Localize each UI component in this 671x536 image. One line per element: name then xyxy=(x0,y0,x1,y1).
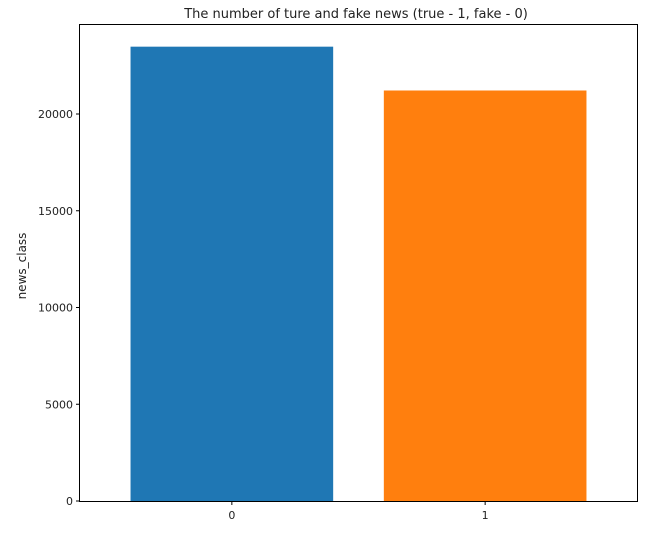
x-tick-label: 0 xyxy=(228,509,235,522)
y-tick-label: 15000 xyxy=(38,205,73,218)
bars-group xyxy=(130,46,587,502)
bar-1 xyxy=(383,90,587,501)
x-tick-label: 1 xyxy=(482,509,489,522)
y-tick-label: 5000 xyxy=(45,398,73,411)
chart-title: The number of ture and fake news (true -… xyxy=(183,7,528,22)
plot-frame xyxy=(79,24,638,502)
y-axis-ticks: 0 5000 10000 15000 20000 xyxy=(38,108,80,508)
y-tick-label: 0 xyxy=(66,495,73,508)
y-tick-label: 10000 xyxy=(38,302,73,315)
bar-0 xyxy=(130,46,334,502)
y-tick-label: 20000 xyxy=(38,108,73,121)
y-axis-label: news_class xyxy=(15,233,29,300)
